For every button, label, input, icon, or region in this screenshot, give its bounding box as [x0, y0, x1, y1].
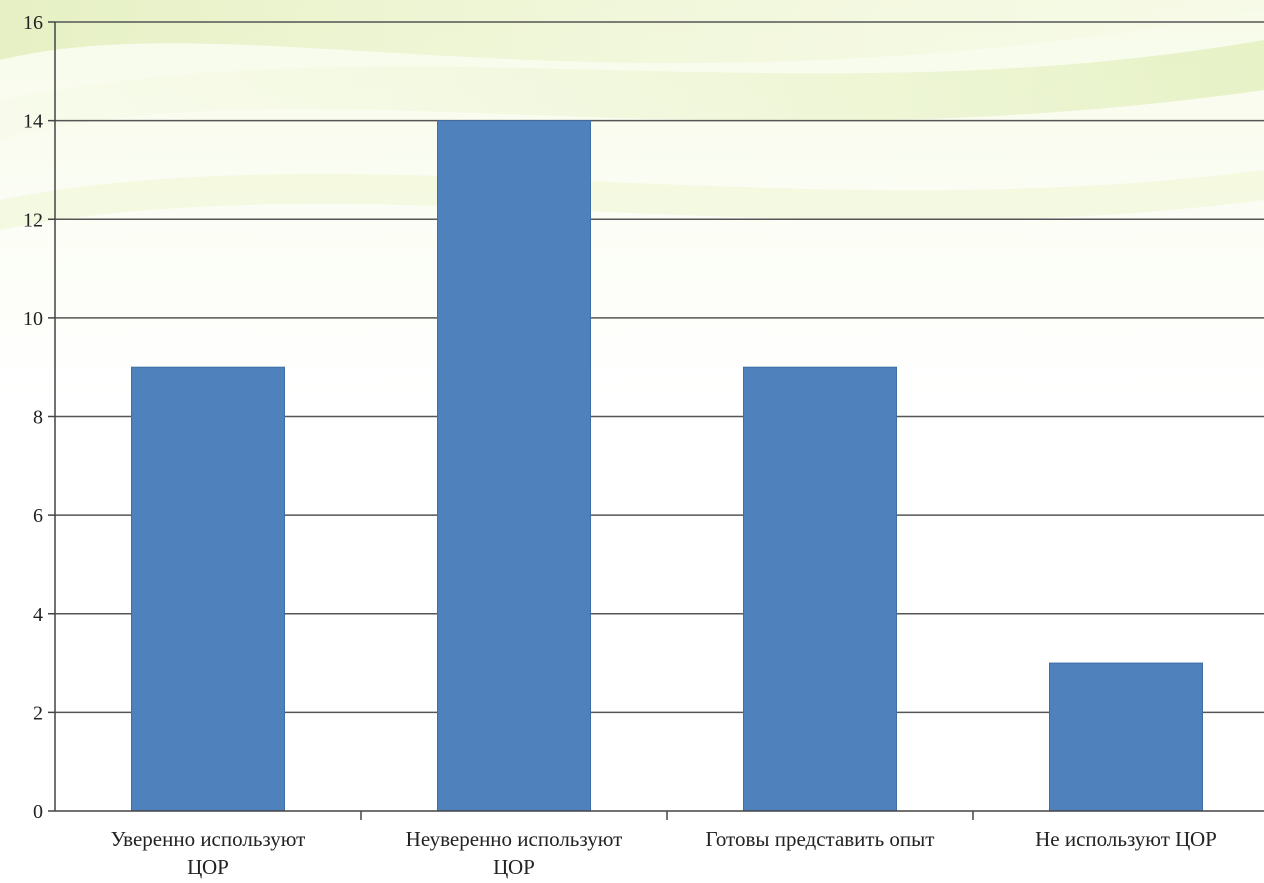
y-tick-labels: 0 2 4 6 8 10 12 14 16 — [23, 12, 43, 823]
background-decoration — [0, 0, 1264, 230]
bar — [131, 366, 285, 812]
y-tick-label: 10 — [23, 308, 43, 330]
y-tick-label: 16 — [23, 12, 43, 34]
y-tick-label: 6 — [33, 505, 43, 527]
y-tick-label: 8 — [33, 407, 43, 429]
x-category-label: Не используют ЦОР — [1035, 827, 1217, 851]
bar — [437, 120, 591, 812]
x-category-label: Готовы представить опыт — [706, 827, 935, 851]
y-tick-label: 12 — [23, 209, 43, 231]
bar — [743, 366, 897, 812]
x-category-labels: Уверенно используют ЦОР Неуверенно использ… — [111, 827, 1217, 879]
x-category-label: Неуверенно используют — [406, 827, 623, 851]
x-category-label: Уверенно используют — [111, 827, 306, 851]
bar — [1049, 662, 1203, 812]
y-tick-label: 0 — [33, 801, 43, 823]
y-tick-label: 4 — [33, 604, 43, 626]
y-tick-label: 2 — [33, 702, 43, 724]
bars — [131, 120, 1203, 812]
y-tick-label: 14 — [23, 111, 43, 133]
x-category-label: ЦОР — [187, 855, 229, 879]
x-category-label: ЦОР — [493, 855, 535, 879]
axes — [48, 21, 1264, 820]
